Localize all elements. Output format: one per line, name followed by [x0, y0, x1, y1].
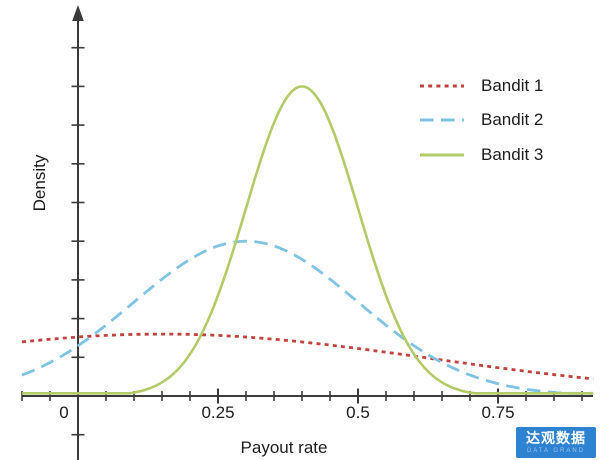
legend-line-bandit-1-icon: [420, 84, 464, 88]
y-axis-arrowhead-icon: [72, 5, 84, 21]
x-tick-label-05: 0.5: [346, 403, 370, 422]
curve-bandit-3: [22, 85, 594, 395]
watermark-data-grand: 达观数据 DATA GRAND: [516, 427, 596, 458]
y-axis-label: Density: [30, 154, 49, 212]
legend-item-bandit-2: Bandit 2: [420, 110, 543, 130]
watermark-cn-text: 达观数据: [526, 430, 586, 446]
curve-bandit-2: [21, 239, 594, 395]
legend-line-bandit-2-icon: [420, 118, 464, 122]
watermark-en-text: DATA GRAND: [526, 448, 586, 454]
legend-item-bandit-1: Bandit 1: [420, 76, 543, 96]
legend-item-bandit-3: Bandit 3: [420, 145, 543, 165]
x-tick-label-0: 0: [59, 403, 69, 422]
x-tick-label-075: 0.75: [481, 403, 515, 422]
legend-label-bandit-2: Bandit 2: [481, 110, 544, 129]
x-tick-label-025: 0.25: [201, 403, 235, 422]
legend-line-bandit-3-icon: [420, 153, 464, 157]
legend-label-bandit-3: Bandit 3: [481, 145, 544, 164]
legend-label-bandit-1: Bandit 1: [481, 76, 544, 95]
x-axis-label: Payout rate: [240, 438, 328, 457]
curve-bandit-1: [21, 332, 594, 381]
